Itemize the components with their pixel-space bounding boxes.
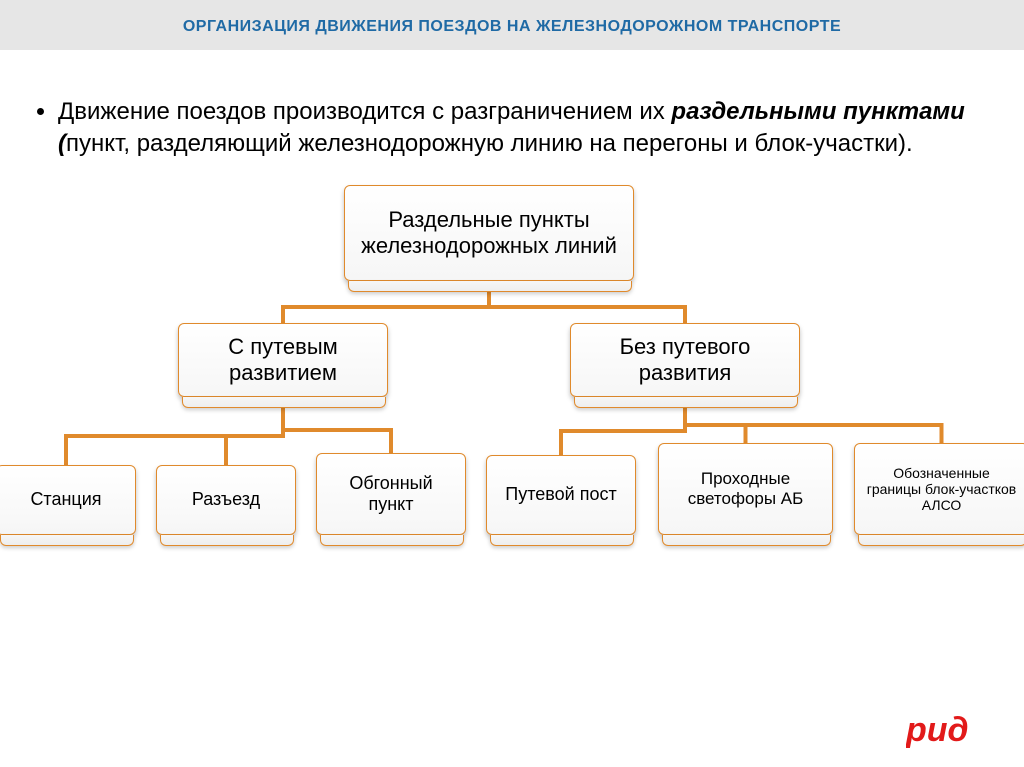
edge — [489, 291, 685, 323]
node-l2: Разъезд — [156, 465, 296, 535]
para-tail: пункт, разделяющий железнодорожную линию… — [66, 130, 913, 157]
node-label: Раздельные пункты железнодорожных линий — [355, 207, 623, 259]
node-left: С путевым развитием — [178, 323, 388, 397]
rzd-logo: pид — [906, 707, 996, 749]
edge — [283, 291, 489, 323]
logo-text: pид — [906, 711, 969, 749]
node-r3: Обозначенные границы блок-участков АЛСО — [854, 443, 1024, 535]
node-right: Без путевого развития — [570, 323, 800, 397]
edge — [685, 407, 942, 443]
edge — [66, 407, 283, 465]
para-lead: Движение поездов производится с разграни… — [58, 98, 671, 125]
node-label: Разъезд — [167, 489, 285, 510]
node-label: Путевой пост — [497, 484, 625, 505]
node-label: Без путевого развития — [581, 334, 789, 386]
node-stub — [574, 397, 798, 408]
node-label: С путевым развитием — [189, 334, 377, 386]
node-stub — [662, 535, 831, 546]
node-stub — [0, 535, 134, 546]
edge — [685, 407, 746, 443]
org-chart: Раздельные пункты железнодорожных линий С… — [0, 185, 1024, 615]
node-l3: Обгонный пункт — [316, 453, 466, 535]
title-bar: ОРГАНИЗАЦИЯ ДВИЖЕНИЯ ПОЕЗДОВ НА ЖЕЛЕЗНОД… — [0, 0, 1024, 50]
node-label: Обозначенные границы блок-участков АЛСО — [865, 465, 1018, 513]
node-stub — [182, 397, 386, 408]
node-r2: Проходные светофоры АБ — [658, 443, 833, 535]
node-r1: Путевой пост — [486, 455, 636, 535]
node-root: Раздельные пункты железнодорожных линий — [344, 185, 634, 281]
node-label: Обгонный пункт — [327, 473, 455, 515]
edge — [226, 407, 283, 465]
node-stub — [858, 535, 1024, 546]
node-label: Станция — [7, 489, 125, 510]
intro-paragraph: Движение поездов производится с разграни… — [0, 74, 1024, 161]
node-stub — [348, 281, 632, 292]
node-stub — [320, 535, 464, 546]
node-stub — [490, 535, 634, 546]
edge — [283, 407, 391, 453]
node-label: Проходные светофоры АБ — [669, 469, 822, 509]
node-l1: Станция — [0, 465, 136, 535]
page-title: ОРГАНИЗАЦИЯ ДВИЖЕНИЯ ПОЕЗДОВ НА ЖЕЛЕЗНОД… — [183, 18, 841, 35]
node-stub — [160, 535, 294, 546]
